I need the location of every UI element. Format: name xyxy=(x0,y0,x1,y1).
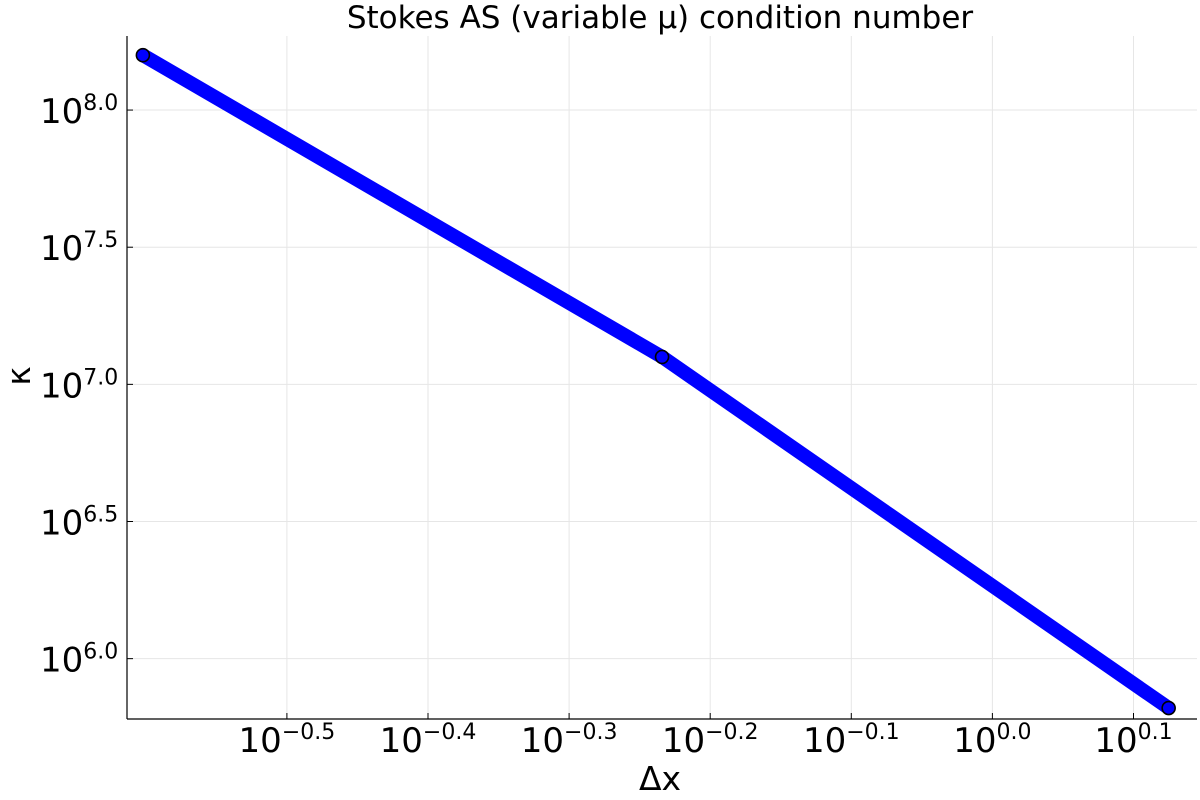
series-line xyxy=(139,49,1173,714)
x-tick-label: 100.0 xyxy=(953,720,1031,761)
data-point xyxy=(1161,700,1176,716)
y-tick-label: 108.0 xyxy=(40,91,118,132)
x-tick-label: 10−0.4 xyxy=(380,720,477,761)
y-tick-label: 106.0 xyxy=(40,640,118,681)
tick-layer: 10−0.5 10−0.4 10−0.3 10−0.2 10−0.1 100.0 100.1… xyxy=(40,91,1173,761)
x-tick-label: 10−0.1 xyxy=(803,720,900,761)
x-tick-label: 100.1 xyxy=(1094,720,1172,761)
y-tick-label: 107.5 xyxy=(40,228,118,269)
series-layer xyxy=(135,47,1176,716)
grid-layer xyxy=(127,36,1197,719)
chart-title: Stokes AS (variable μ) condition number xyxy=(347,0,974,36)
data-point xyxy=(135,47,151,63)
x-tick-label: 10−0.2 xyxy=(662,720,759,761)
x-tick-label: 10−0.3 xyxy=(521,720,618,761)
y-tick-label: 106.5 xyxy=(40,503,118,544)
x-axis-label: Δx xyxy=(639,759,681,798)
x-tick-label: 10−0.5 xyxy=(239,720,336,761)
y-axis-label: κ xyxy=(0,366,38,385)
data-point xyxy=(654,349,670,365)
y-tick-label: 107.0 xyxy=(40,365,118,406)
